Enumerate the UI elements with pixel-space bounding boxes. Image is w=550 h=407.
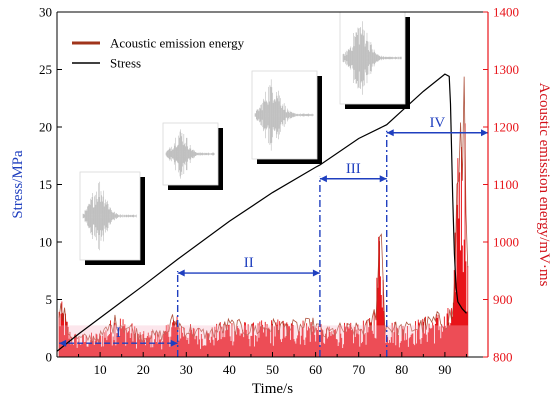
x-axis-ticks: 10 20 30 40 50 60 70 80 90: [78, 352, 467, 377]
stage-label-IV: IV: [429, 115, 445, 131]
y-left-tick-label: 10: [39, 235, 52, 250]
x-tick-label: 20: [137, 362, 150, 377]
y-right-axis-title: Acoustic emission energy/mV·ms: [536, 83, 550, 287]
stage-arrowhead-right: [170, 339, 178, 347]
y-right-tick-label: 1000: [493, 235, 519, 250]
waveform: [82, 181, 137, 251]
x-tick-label: 60: [309, 362, 322, 377]
waveform-inset-4: [339, 11, 410, 109]
ae-energy-series: [58, 76, 469, 357]
x-tick-label: 90: [438, 362, 451, 377]
waveform: [254, 79, 314, 151]
x-axis-title: Time/s: [252, 381, 293, 397]
waveform: [342, 21, 402, 95]
stage-label-III: III: [346, 161, 361, 177]
x-tick-label: 70: [352, 362, 365, 377]
x-tick-label: 50: [266, 362, 279, 377]
stage-arrowhead-right: [312, 269, 320, 277]
ae-energy-line: [58, 76, 469, 345]
y-left-tick-label: 20: [39, 120, 52, 135]
x-tick-label: 80: [395, 362, 408, 377]
y-right-axis-ticks: 800 900 1000 1100 1200 1300 1400: [483, 5, 519, 365]
stage-label-I: I: [116, 325, 121, 341]
stage-label-II: II: [244, 255, 254, 271]
stage-arrowhead-left: [319, 175, 327, 183]
legend: Acoustic emission energy Stress: [72, 36, 245, 71]
ae-energy-haze: [59, 325, 469, 357]
stage-arrowhead-right: [481, 129, 488, 137]
y-right-tick-label: 1200: [493, 120, 519, 135]
y-right-tick-label: 800: [493, 350, 513, 365]
stage-arrowhead-left: [386, 129, 394, 137]
y-right-tick-label: 1400: [493, 5, 519, 20]
waveform-inset-2: [162, 122, 223, 190]
stage-arrowhead-left: [177, 269, 185, 277]
stage-arrowhead-right: [379, 175, 387, 183]
waveform: [165, 129, 215, 179]
ae-energy-spikes: [58, 123, 469, 357]
stress-line: [56, 73, 467, 352]
stage-arrowhead-left: [59, 339, 67, 347]
x-tick-label: 40: [223, 362, 236, 377]
y-left-tick-label: 30: [39, 5, 52, 20]
y-left-axis-ticks: 0 5 10 15 20 25 30: [39, 5, 62, 365]
legend-label: Acoustic emission energy: [110, 36, 245, 51]
y-left-tick-label: 25: [39, 62, 52, 77]
legend-label: Stress: [110, 56, 141, 71]
y-right-tick-label: 1100: [493, 177, 519, 192]
y-left-axis-title: Stress/MPa: [10, 150, 26, 219]
waveform-inset-3: [251, 70, 322, 164]
y-right-tick-label: 900: [493, 292, 513, 307]
y-left-tick-label: 0: [46, 350, 53, 365]
y-left-tick-label: 15: [39, 177, 52, 192]
y-left-tick-label: 5: [46, 292, 53, 307]
x-tick-label: 30: [180, 362, 193, 377]
waveform-inset-1: [79, 171, 145, 265]
y-right-tick-label: 1300: [493, 62, 519, 77]
x-tick-label: 10: [94, 362, 107, 377]
